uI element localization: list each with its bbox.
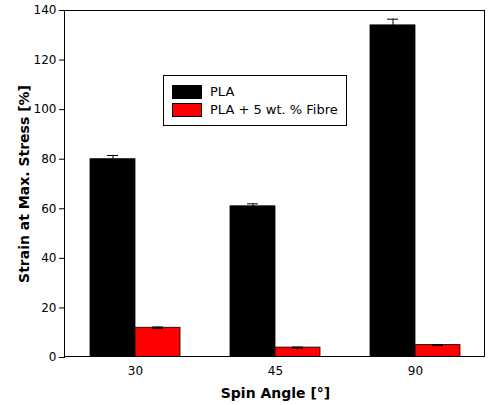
svg-text:Strain at Max. Stress [%]: Strain at Max. Stress [%] [16,85,32,283]
svg-text:20: 20 [41,301,56,315]
svg-text:0: 0 [49,350,57,364]
svg-text:140: 140 [34,3,57,17]
svg-text:45: 45 [268,364,283,378]
svg-text:Spin Angle [°]: Spin Angle [°] [221,385,331,401]
html-text:PLA: PLA [210,84,235,99]
svg-text:60: 60 [41,202,56,216]
svg-text:80: 80 [41,152,56,166]
svg-text:90: 90 [408,364,423,378]
svg-text:120: 120 [34,53,57,67]
svg-text:100: 100 [34,102,57,116]
svg-text:30: 30 [128,364,143,378]
svg-text:40: 40 [41,251,56,265]
html-text:PLA + 5 wt. % Fibre: PLA + 5 wt. % Fibre [210,102,338,117]
